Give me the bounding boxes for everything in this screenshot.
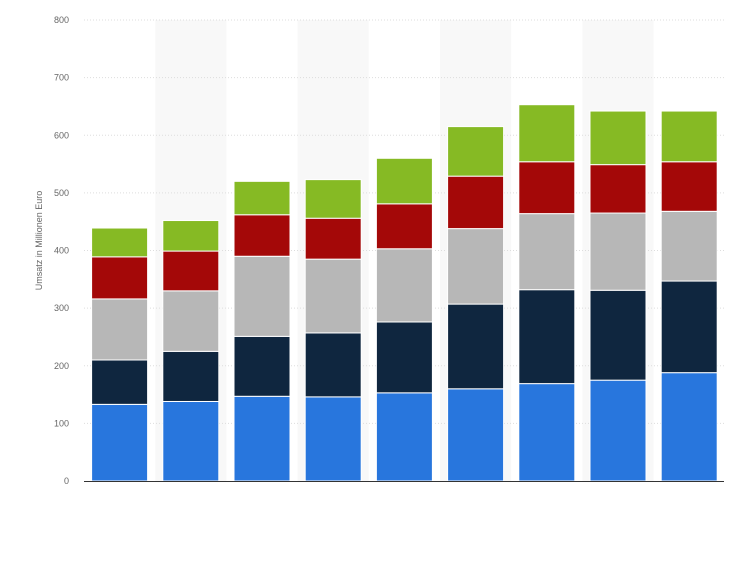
bar-segment[interactable] <box>162 350 220 402</box>
bar-segment[interactable] <box>518 104 576 163</box>
bar-segment[interactable] <box>447 303 505 390</box>
bar-segment[interactable] <box>660 210 718 282</box>
bar-segment[interactable] <box>162 220 220 252</box>
bar-segment[interactable] <box>304 179 362 219</box>
bar-segment[interactable] <box>660 372 718 482</box>
y-tick-label: 100 <box>54 418 69 428</box>
bar-segment[interactable] <box>518 213 576 291</box>
bar-segment[interactable] <box>375 248 433 323</box>
bar-segment[interactable] <box>375 203 433 250</box>
bar-segment[interactable] <box>375 157 433 205</box>
bar-segment[interactable] <box>660 161 718 212</box>
y-tick-label: 600 <box>54 130 69 140</box>
y-tick-label: 400 <box>54 246 69 256</box>
bar-segment[interactable] <box>589 110 647 166</box>
bar-segment[interactable] <box>447 228 505 305</box>
bar-segment[interactable] <box>518 383 576 482</box>
bar-segment[interactable] <box>304 217 362 260</box>
bar-segment[interactable] <box>304 258 362 334</box>
bar-segment[interactable] <box>447 388 505 482</box>
bar-segment[interactable] <box>589 212 647 291</box>
y-tick-label: 0 <box>64 476 69 486</box>
bar-segment[interactable] <box>233 335 291 397</box>
bar-segment[interactable] <box>447 175 505 230</box>
bar-segment[interactable] <box>91 227 149 258</box>
bar-segment[interactable] <box>518 161 576 215</box>
bar-segment[interactable] <box>162 290 220 352</box>
bar-segment[interactable] <box>233 214 291 257</box>
bar-segment[interactable] <box>304 396 362 482</box>
bar-segment[interactable] <box>375 321 433 394</box>
bar-segment[interactable] <box>589 164 647 214</box>
bar-segment[interactable] <box>518 289 576 385</box>
y-tick-label: 200 <box>54 361 69 371</box>
bar-segment[interactable] <box>91 256 149 300</box>
y-tick-label: 500 <box>54 188 69 198</box>
bar-segment[interactable] <box>91 359 149 405</box>
bar-segment[interactable] <box>447 126 505 177</box>
bar-segment[interactable] <box>589 289 647 381</box>
bar-segment[interactable] <box>589 379 647 482</box>
y-tick-label: 700 <box>54 73 69 83</box>
bar-segment[interactable] <box>162 400 220 482</box>
bars <box>91 104 718 482</box>
bar-segment[interactable] <box>91 298 149 361</box>
y-tick-label: 300 <box>54 303 69 313</box>
bar-segment[interactable] <box>660 280 718 374</box>
y-tick-label: 800 <box>54 15 69 25</box>
bar-segment[interactable] <box>375 392 433 482</box>
bar-segment[interactable] <box>304 332 362 398</box>
bar-segment[interactable] <box>233 180 291 216</box>
bar-segment[interactable] <box>660 110 718 163</box>
bar-segment[interactable] <box>233 255 291 337</box>
y-tick-labels: 0 100 200 300 400 500 600 700 800 <box>54 15 69 486</box>
y-axis-title: Umsatz in Millionen Euro <box>34 191 44 291</box>
bar-segment[interactable] <box>162 250 220 292</box>
bar-segment[interactable] <box>233 395 291 482</box>
bar-segment[interactable] <box>91 403 149 482</box>
